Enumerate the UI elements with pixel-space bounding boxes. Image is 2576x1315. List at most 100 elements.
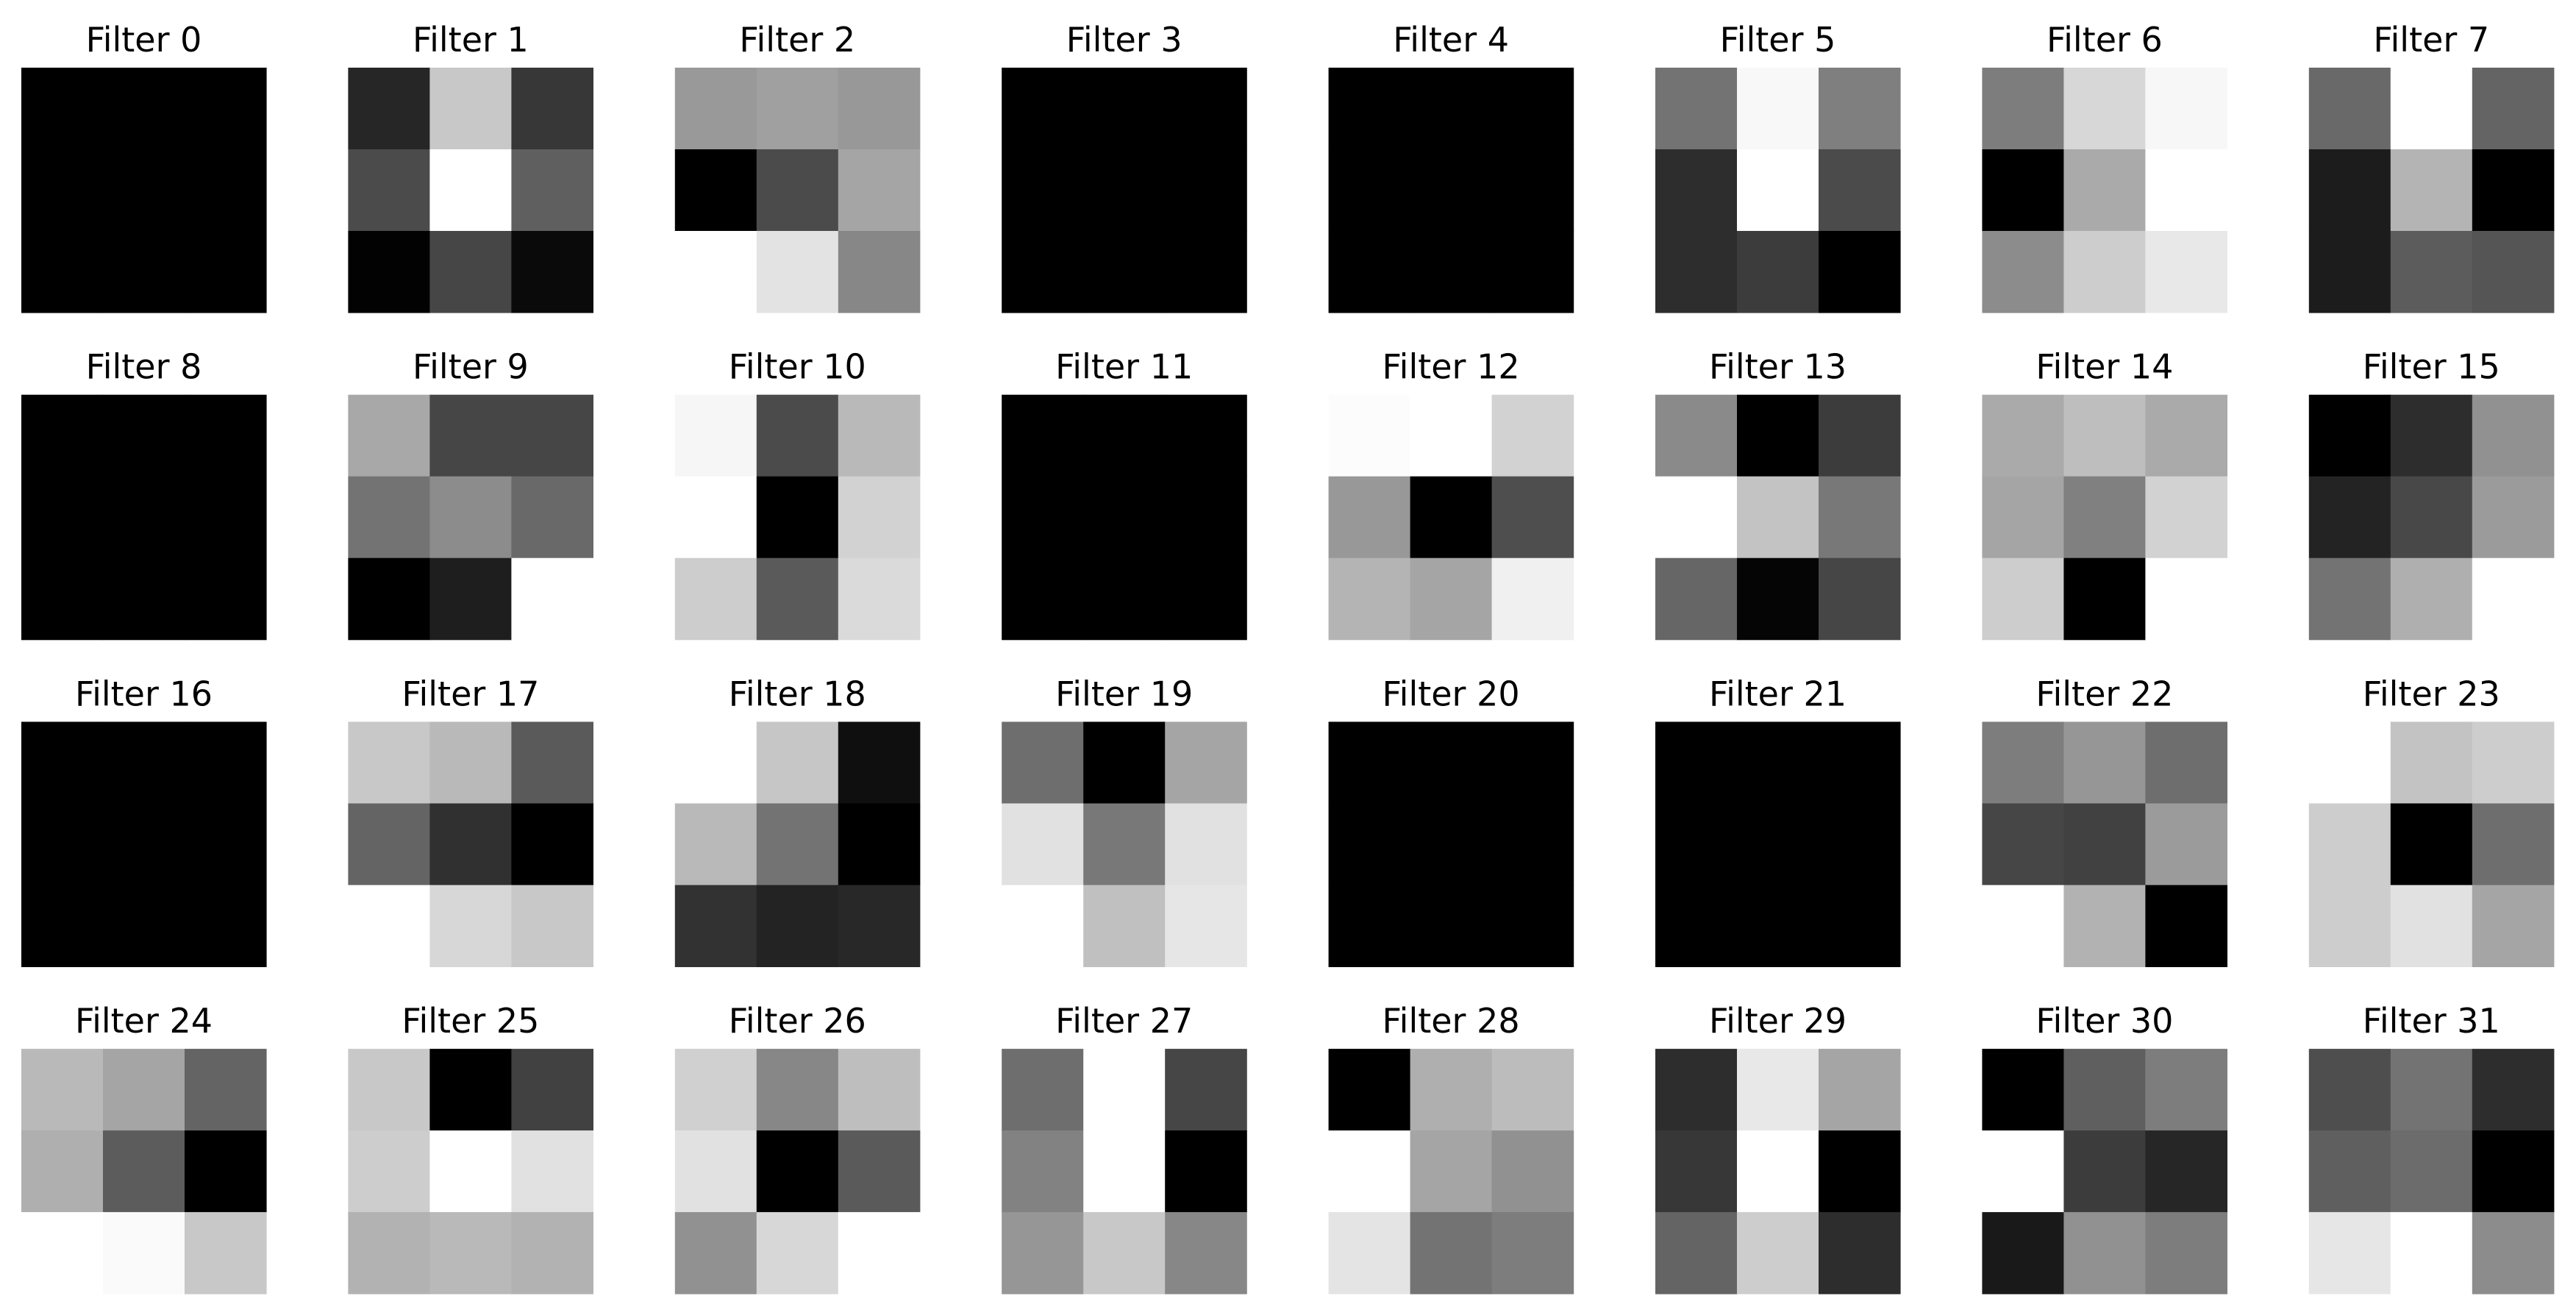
heatmap-cell (348, 885, 430, 967)
heatmap-cell (1328, 476, 1411, 559)
heatmap-cell (511, 476, 593, 559)
heatmap-cell (1491, 885, 1574, 967)
heatmap-cell (2308, 1212, 2391, 1294)
heatmap-cell (1083, 394, 1166, 477)
heatmap-cell (511, 803, 593, 885)
heatmap-cell (2063, 476, 2146, 559)
heatmap-cell (2063, 1212, 2146, 1294)
filter-title: Filter 19 (1055, 674, 1193, 713)
heatmap-cell (838, 721, 921, 804)
heatmap-cell (1328, 1049, 1411, 1131)
filter-title: Filter 22 (2036, 674, 2173, 713)
heatmap-cell (1819, 476, 1901, 559)
heatmap-cell (1737, 68, 1819, 150)
heatmap-cell (1083, 557, 1166, 641)
heatmap-cell (1002, 557, 1084, 641)
heatmap-cell (429, 1212, 512, 1294)
heatmap-cell (1819, 231, 1901, 313)
heatmap-cell (756, 1130, 839, 1213)
heatmap-cell (674, 885, 757, 967)
heatmap-cell (348, 231, 430, 313)
heatmap-cell (21, 476, 104, 559)
heatmap-cell (1410, 721, 1493, 804)
heatmap-cell (1410, 476, 1493, 559)
filter-title: Filter 15 (2363, 347, 2500, 387)
heatmap-cell (756, 885, 839, 967)
filter-panel-11: Filter 11 (1002, 347, 1247, 641)
heatmap-cell (2145, 394, 2227, 477)
heatmap-cell (1655, 885, 1738, 967)
heatmap-cell (1083, 68, 1166, 150)
heatmap-cell (1737, 149, 1819, 232)
heatmap-cell (511, 557, 593, 641)
heatmap-cell (511, 231, 593, 313)
heatmap-cell (1165, 231, 1247, 313)
heatmap-cell (1410, 394, 1493, 477)
heatmap-cell (2308, 68, 2391, 150)
filter-title: Filter 31 (2363, 1001, 2500, 1041)
filter-title: Filter 16 (75, 674, 213, 713)
heatmap-cell (1328, 231, 1411, 313)
heatmap-cell (1083, 721, 1166, 804)
heatmap-cell (2063, 721, 2146, 804)
heatmap-cell (674, 1049, 757, 1131)
filter-panel-16: Filter 16 (21, 674, 267, 967)
heatmap-cell (2063, 1130, 2146, 1213)
heatmap-cell (1083, 1212, 1166, 1294)
filter-panel-1: Filter 1 (348, 20, 593, 313)
heatmap-cell (838, 557, 921, 641)
heatmap-cell (2308, 231, 2391, 313)
heatmap-cell (1083, 1130, 1166, 1213)
heatmap-cell (185, 1049, 267, 1131)
heatmap-cell (1491, 231, 1574, 313)
heatmap-cell (2063, 231, 2146, 313)
heatmap-cell (103, 1049, 185, 1131)
heatmap-cell (1165, 68, 1247, 150)
heatmap-cell (103, 557, 185, 641)
heatmap-cell (185, 149, 267, 232)
heatmap-cell (1165, 557, 1247, 641)
heatmap-cell (1410, 803, 1493, 885)
heatmap-cell (1491, 476, 1574, 559)
heatmap-cell (1982, 885, 2064, 967)
heatmap-cell (2308, 1130, 2391, 1213)
heatmap-cell (1328, 885, 1411, 967)
heatmap-cell (1328, 1130, 1411, 1213)
heatmap-cell (2390, 68, 2473, 150)
heatmap-cell (1737, 1049, 1819, 1131)
heatmap-cell (1982, 231, 2064, 313)
heatmap-cell (838, 68, 921, 150)
heatmap-cell (838, 1212, 921, 1294)
heatmap-cell (1982, 721, 2064, 804)
heatmap-cell (838, 803, 921, 885)
heatmap-cell (2308, 803, 2391, 885)
heatmap-cell (1165, 721, 1247, 804)
filter-title: Filter 20 (1382, 674, 1520, 713)
heatmap-cell (511, 68, 593, 150)
heatmap-cell (2308, 557, 2391, 641)
heatmap-cell (21, 1130, 104, 1213)
heatmap-cell (1410, 885, 1493, 967)
heatmap-cell (429, 476, 512, 559)
filter-title: Filter 18 (729, 674, 866, 713)
heatmap-cell (674, 68, 757, 150)
heatmap-cell (103, 149, 185, 232)
heatmap-cell (1737, 476, 1819, 559)
heatmap-cell (2472, 476, 2555, 559)
heatmap-cell (348, 721, 430, 804)
heatmap-cell (103, 803, 185, 885)
heatmap-cell (1002, 1130, 1084, 1213)
heatmap-cell (1328, 721, 1411, 804)
filter-panel-7: Filter 7 (2308, 20, 2555, 313)
heatmap-cell (1165, 394, 1247, 477)
filter-panel-0: Filter 0 (21, 20, 267, 313)
filter-title: Filter 29 (1709, 1001, 1847, 1041)
filter-panel-27: Filter 27 (1002, 1001, 1247, 1294)
heatmap-cell (1737, 557, 1819, 641)
heatmap-cell (103, 476, 185, 559)
heatmap-cell (756, 149, 839, 232)
heatmap-cell (1410, 231, 1493, 313)
heatmap-cell (511, 1130, 593, 1213)
filter-panel-9: Filter 9 (348, 347, 593, 641)
heatmap-cell (185, 476, 267, 559)
